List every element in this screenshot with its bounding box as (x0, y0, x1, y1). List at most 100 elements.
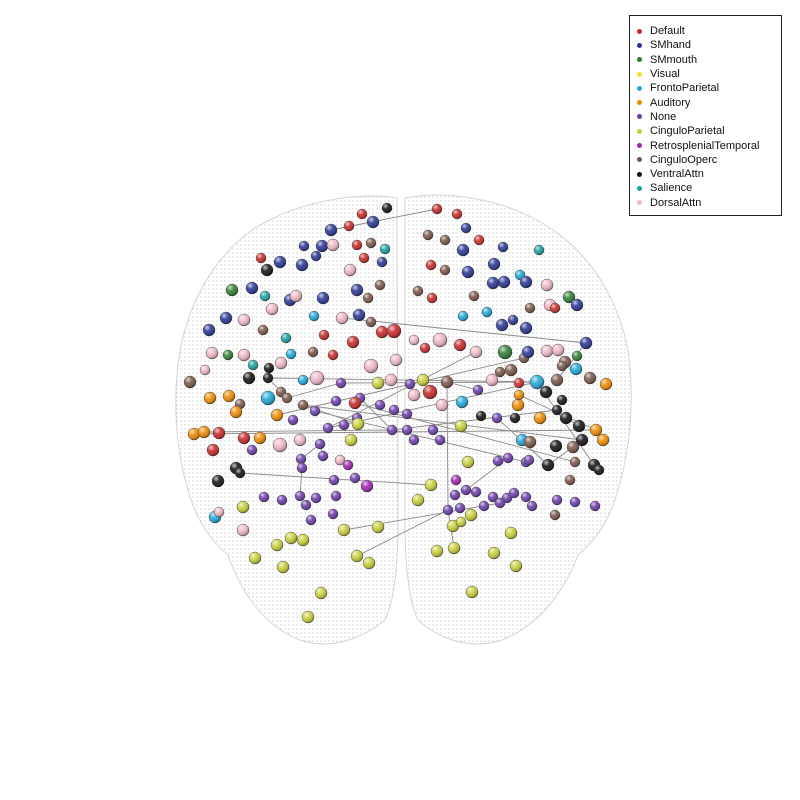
region-node (307, 346, 319, 358)
region-node (575, 433, 589, 447)
region-node (549, 439, 563, 453)
legend-item: DorsalAttn (637, 196, 781, 210)
legend-item: Salience (637, 181, 781, 195)
region-node (449, 489, 461, 501)
region-node (386, 424, 398, 436)
legend-dot-icon (637, 42, 642, 48)
region-node (272, 437, 288, 453)
region-node (440, 375, 454, 389)
region-node (541, 458, 555, 472)
region-node (289, 289, 303, 303)
region-node (327, 349, 339, 361)
region-node (295, 258, 309, 272)
region-node (526, 500, 538, 512)
region-node (203, 391, 217, 405)
region-node (470, 486, 482, 498)
region-node (408, 434, 420, 446)
region-node (497, 241, 509, 253)
region-node (342, 459, 354, 471)
region-node (439, 264, 451, 276)
region-node (457, 310, 469, 322)
connection-edge (276, 357, 525, 416)
region-node (314, 586, 328, 600)
region-node (297, 399, 309, 411)
region-node (504, 363, 518, 377)
region-node (523, 435, 537, 449)
region-node (384, 373, 398, 387)
region-node (351, 239, 363, 251)
region-node (519, 321, 533, 335)
region-node (358, 252, 370, 264)
region-node (422, 384, 438, 400)
region-node (260, 390, 276, 406)
region-node (229, 405, 243, 419)
legend-label: Visual (650, 68, 680, 81)
region-node (533, 244, 545, 256)
region-node (298, 240, 310, 252)
region-node (212, 426, 226, 440)
region-node (569, 496, 581, 508)
region-node (326, 238, 340, 252)
region-node (374, 279, 386, 291)
region-node (222, 349, 234, 361)
region-node (280, 332, 292, 344)
connection-edge (302, 404, 583, 441)
region-node (270, 538, 284, 552)
region-node (494, 366, 506, 378)
region-node (408, 334, 420, 346)
region-node (309, 405, 321, 417)
region-node (461, 265, 475, 279)
legend-label: SMmouth (650, 53, 698, 66)
region-node (365, 237, 377, 249)
legend-dot-icon (637, 200, 642, 206)
region-node (187, 427, 201, 441)
region-node (571, 350, 583, 362)
region-node (432, 332, 448, 348)
region-node (236, 500, 250, 514)
region-node (310, 250, 322, 262)
region-node (295, 453, 307, 465)
region-node (404, 378, 416, 390)
legend-item: SMmouth (637, 53, 781, 67)
legend-dot-icon (637, 171, 642, 177)
region-node (447, 541, 461, 555)
legend-dot-icon (637, 128, 642, 134)
region-node (456, 243, 470, 257)
region-node (507, 314, 519, 326)
region-node (308, 310, 320, 322)
region-node (388, 404, 400, 416)
region-node (539, 385, 553, 399)
region-node (389, 353, 403, 367)
legend-label: CinguloParietal (650, 125, 725, 138)
region-node (562, 290, 576, 304)
region-node (424, 478, 438, 492)
region-node (237, 313, 251, 327)
region-node (468, 290, 480, 302)
region-node (427, 424, 439, 436)
region-node (237, 348, 251, 362)
region-node (276, 494, 288, 506)
region-node (296, 533, 310, 547)
region-node (473, 234, 485, 246)
region-node (596, 433, 610, 447)
region-node (472, 384, 484, 396)
region-node (202, 323, 216, 337)
region-node (205, 346, 219, 360)
legend-label: SMhand (650, 39, 691, 52)
region-node (287, 414, 299, 426)
connection-edge (341, 317, 587, 344)
region-node (245, 281, 259, 295)
legend-item: None (637, 110, 781, 124)
region-node (318, 329, 330, 341)
region-node (524, 302, 536, 314)
region-node (330, 490, 342, 502)
region-node (583, 371, 597, 385)
region-node (356, 208, 368, 220)
region-node (450, 474, 462, 486)
connection-edge (286, 382, 342, 399)
legend-label: Auditory (650, 96, 691, 109)
region-node (366, 215, 380, 229)
region-node (300, 499, 312, 511)
region-node (549, 302, 561, 314)
region-node (362, 292, 374, 304)
